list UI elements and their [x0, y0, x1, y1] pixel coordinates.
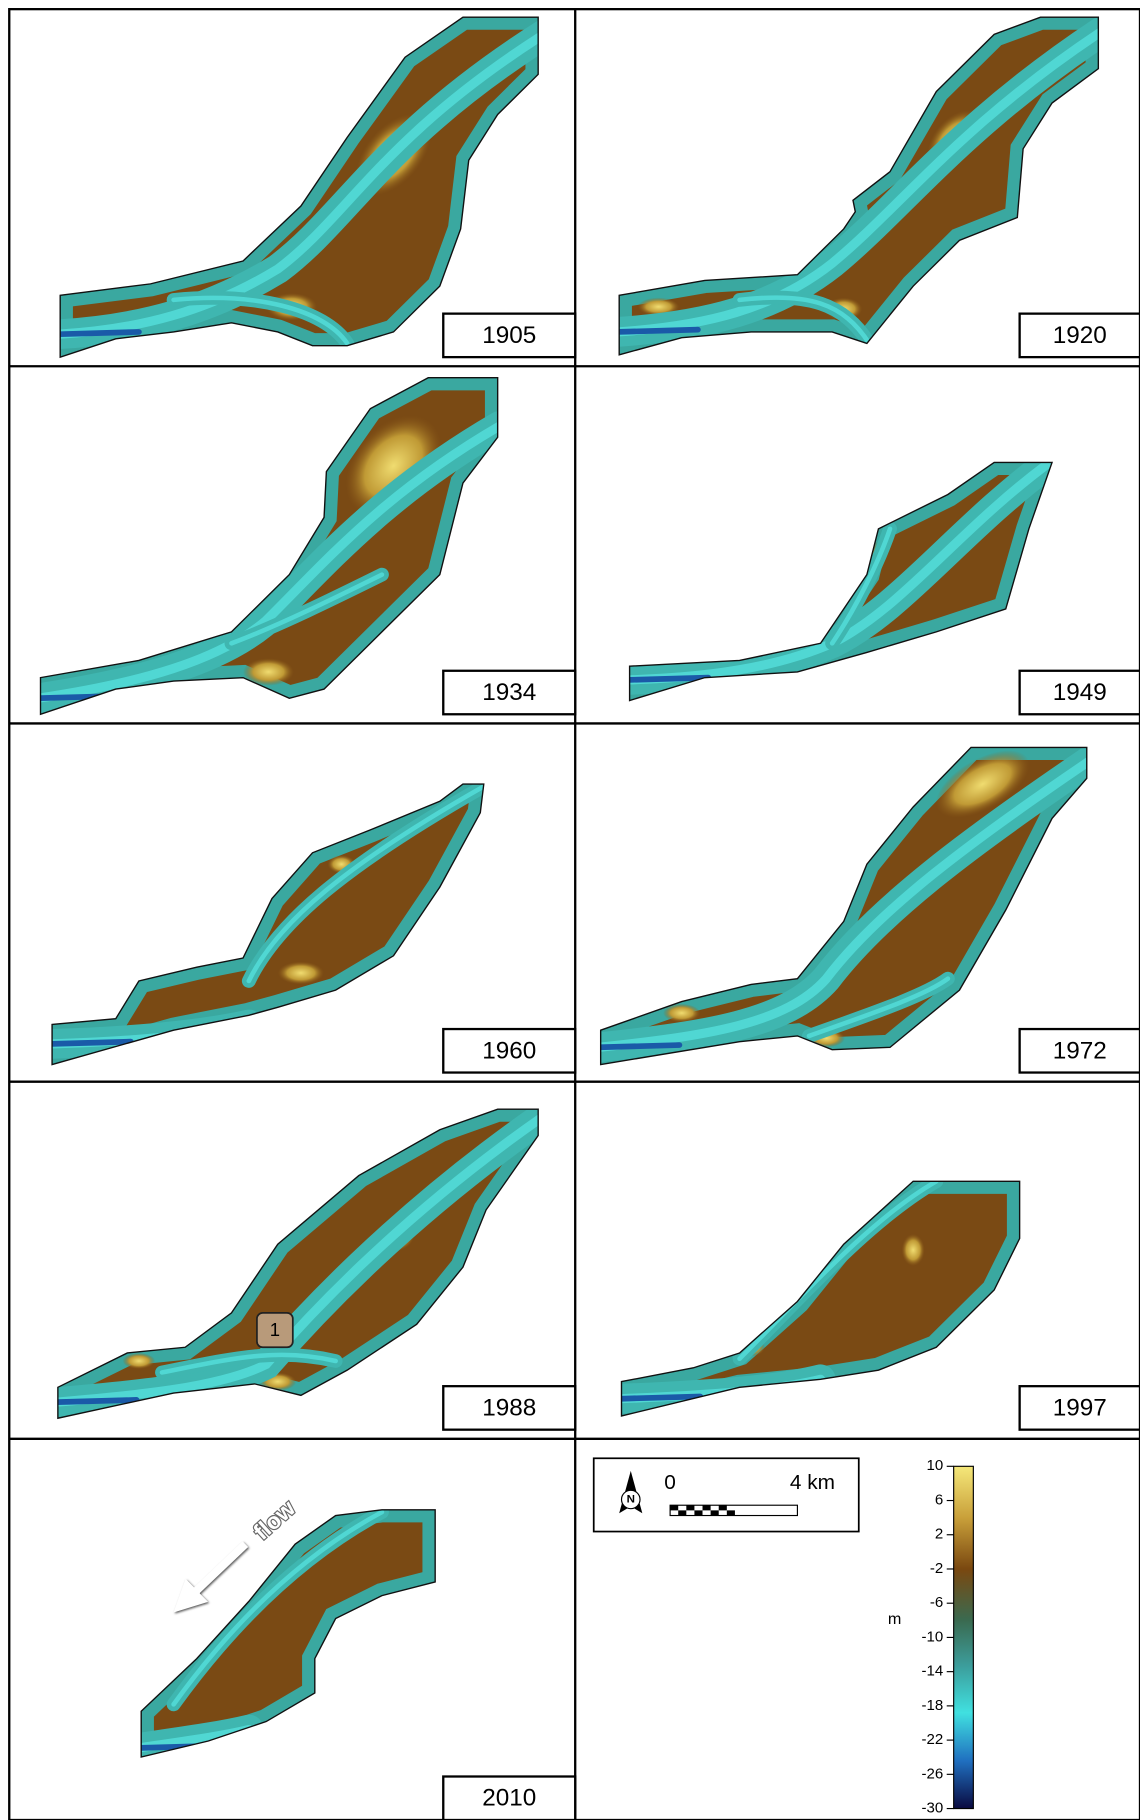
- year-label: 1920: [1053, 322, 1107, 349]
- figure: N 0 4 km m 1062-2-6-10-14-18-22-26-30 19…: [0, 0, 1140, 1820]
- colorbar-tick-label: -14: [922, 1663, 944, 1680]
- scale-bar: N 0 4 km: [594, 1458, 859, 1531]
- colorbar-tick-label: 2: [935, 1526, 943, 1543]
- flow-arrow: [185, 1544, 245, 1601]
- colorbar-tick-label: -30: [922, 1800, 944, 1817]
- year-label: 1949: [1053, 679, 1107, 706]
- year-label: 2010: [482, 1785, 536, 1812]
- colorbar-tick-label: -10: [922, 1628, 944, 1645]
- colorbar-tick-label: -26: [922, 1765, 944, 1782]
- map-panel: 1920: [617, 17, 1140, 357]
- year-label: 1988: [482, 1395, 536, 1422]
- colorbar-unit: m: [888, 1610, 901, 1628]
- colorbar-tick-label: -22: [922, 1731, 944, 1748]
- year-label: 1934: [482, 679, 536, 706]
- map-panel: 1997: [619, 1181, 1140, 1429]
- year-label: 1997: [1053, 1395, 1107, 1422]
- colorbar-tick-label: -6: [930, 1594, 943, 1611]
- year-label: 1972: [1053, 1037, 1107, 1064]
- year-label: 1905: [482, 322, 536, 349]
- colorbar: m 10 6 2 -2 -6 -10 -14 -18 -22 -26 -30: [888, 1457, 973, 1816]
- map-panel: 1905: [58, 17, 575, 357]
- colorbar-tick-label: 10: [927, 1457, 944, 1474]
- colorbar-scale: [954, 1466, 974, 1808]
- year-label: 1960: [482, 1037, 536, 1064]
- map-panel: 1949: [627, 462, 1140, 714]
- map-panel: 1960: [50, 784, 575, 1072]
- marker-label: 1: [270, 1319, 280, 1340]
- north-label: N: [627, 1494, 635, 1506]
- map-panel: 1988 1: [56, 1109, 576, 1430]
- map-panel: 1972: [598, 737, 1140, 1073]
- colorbar-tick-label: -18: [922, 1697, 944, 1714]
- scale-end: 4 km: [790, 1471, 835, 1494]
- map-panel: 2010 flow: [139, 1495, 575, 1820]
- colorbar-tick-label: -2: [930, 1560, 943, 1577]
- flow-label: flow: [248, 1495, 300, 1545]
- scale-start: 0: [664, 1471, 676, 1494]
- colorbar-tick-label: 6: [935, 1492, 943, 1509]
- map-panel: 1934: [38, 378, 575, 715]
- river-bed: [141, 1510, 435, 1757]
